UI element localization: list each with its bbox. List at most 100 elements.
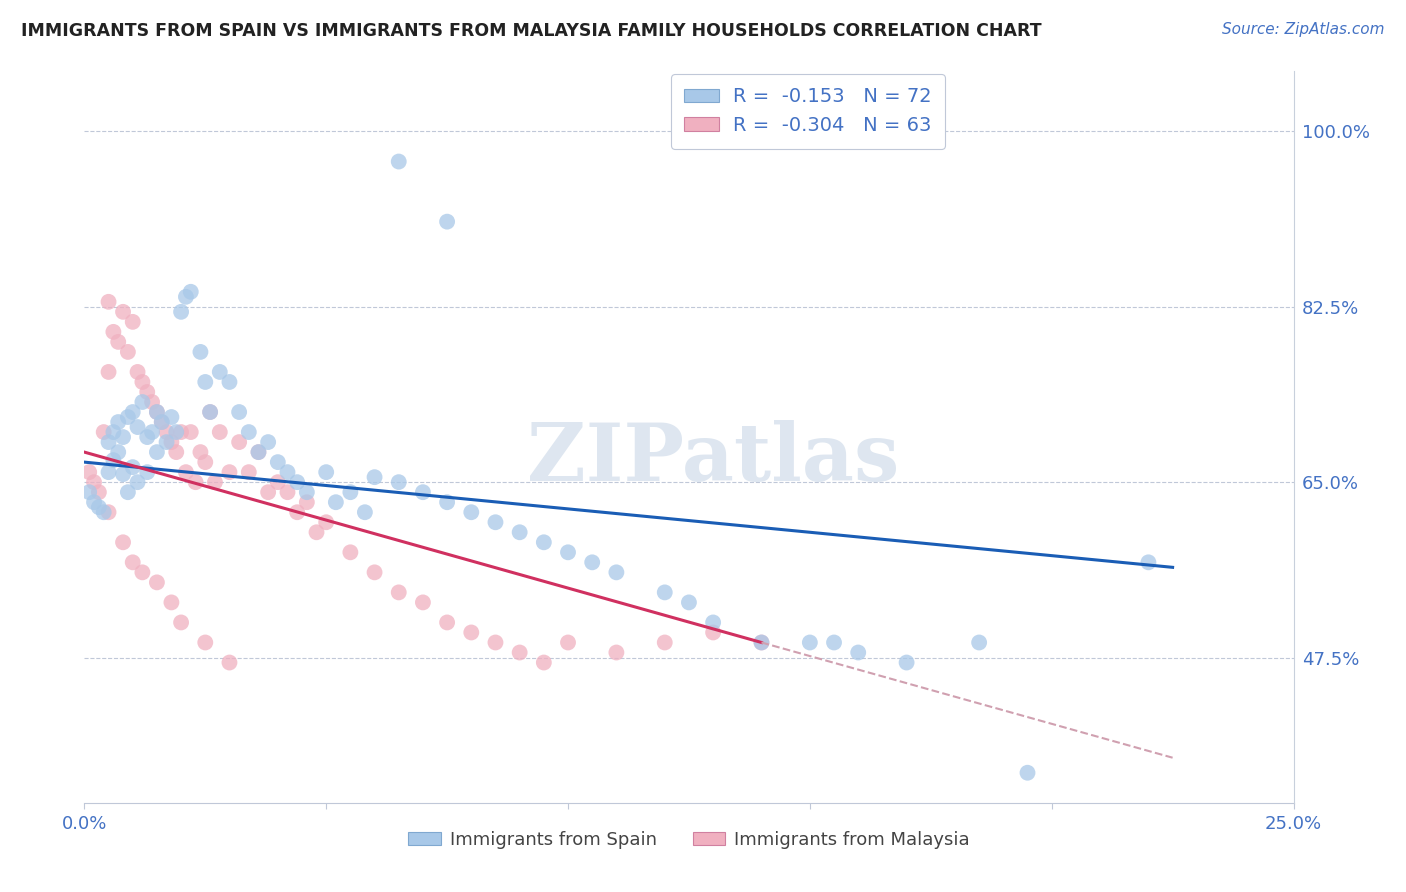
Point xyxy=(484,635,506,649)
Point xyxy=(388,475,411,490)
Point xyxy=(896,656,918,670)
Point xyxy=(87,500,110,515)
Point xyxy=(198,405,221,419)
Text: IMMIGRANTS FROM SPAIN VS IMMIGRANTS FROM MALAYSIA FAMILY HOUSEHOLDS CORRELATION : IMMIGRANTS FROM SPAIN VS IMMIGRANTS FROM… xyxy=(21,22,1042,40)
Point xyxy=(557,635,579,649)
Point xyxy=(83,495,105,509)
Point xyxy=(412,595,434,609)
Point xyxy=(605,566,627,580)
Point xyxy=(190,345,212,359)
Point xyxy=(276,465,298,479)
Point xyxy=(654,585,676,599)
Point xyxy=(121,460,143,475)
Point xyxy=(276,485,298,500)
Point xyxy=(208,365,231,379)
Point xyxy=(136,465,159,479)
Point xyxy=(103,325,125,339)
Point xyxy=(97,505,120,519)
Point xyxy=(141,425,163,439)
Point xyxy=(150,415,173,429)
Point xyxy=(295,495,318,509)
Point xyxy=(436,615,458,630)
Point xyxy=(165,425,187,439)
Point xyxy=(170,425,193,439)
Point xyxy=(107,415,129,429)
Point xyxy=(654,635,676,649)
Point xyxy=(228,435,250,450)
Point xyxy=(363,470,385,484)
Point xyxy=(412,485,434,500)
Point xyxy=(190,445,212,459)
Point xyxy=(247,445,270,459)
Point xyxy=(198,405,221,419)
Point xyxy=(146,405,169,419)
Point xyxy=(141,395,163,409)
Point xyxy=(112,467,135,482)
Point xyxy=(208,425,231,439)
Point xyxy=(180,285,202,299)
Point xyxy=(160,435,183,450)
Point xyxy=(127,475,149,490)
Point xyxy=(305,525,328,540)
Point xyxy=(509,525,531,540)
Point xyxy=(1137,555,1160,569)
Point xyxy=(325,495,347,509)
Text: Source: ZipAtlas.com: Source: ZipAtlas.com xyxy=(1222,22,1385,37)
Point xyxy=(155,435,177,450)
Point xyxy=(247,445,270,459)
Point xyxy=(354,505,377,519)
Point xyxy=(218,465,240,479)
Point xyxy=(799,635,821,649)
Point xyxy=(194,455,217,469)
Text: ZIPatlas: ZIPatlas xyxy=(527,420,900,498)
Point xyxy=(112,535,135,549)
Point xyxy=(267,475,290,490)
Point xyxy=(388,154,411,169)
Point xyxy=(170,305,193,319)
Point xyxy=(315,515,337,529)
Point xyxy=(218,656,240,670)
Point xyxy=(117,345,139,359)
Point xyxy=(388,585,411,599)
Point xyxy=(136,430,159,444)
Point xyxy=(436,214,458,228)
Point xyxy=(117,485,139,500)
Point xyxy=(751,635,773,649)
Point xyxy=(218,375,240,389)
Point xyxy=(170,615,193,630)
Point xyxy=(702,625,724,640)
Point xyxy=(823,635,845,649)
Point xyxy=(77,485,100,500)
Point xyxy=(155,425,177,439)
Point xyxy=(97,465,120,479)
Point xyxy=(285,505,308,519)
Point xyxy=(339,485,361,500)
Point xyxy=(363,566,385,580)
Point xyxy=(339,545,361,559)
Legend: Immigrants from Spain, Immigrants from Malaysia: Immigrants from Spain, Immigrants from M… xyxy=(401,823,977,856)
Point xyxy=(238,465,260,479)
Point xyxy=(194,635,217,649)
Point xyxy=(180,425,202,439)
Point xyxy=(127,420,149,434)
Point xyxy=(436,495,458,509)
Point xyxy=(77,465,100,479)
Point xyxy=(107,334,129,349)
Point xyxy=(93,505,115,519)
Point xyxy=(257,435,280,450)
Point xyxy=(460,625,482,640)
Point xyxy=(165,445,187,459)
Point xyxy=(146,445,169,459)
Point xyxy=(131,395,153,409)
Point xyxy=(605,646,627,660)
Point xyxy=(150,415,173,429)
Point xyxy=(103,425,125,439)
Point xyxy=(228,405,250,419)
Point xyxy=(267,455,290,469)
Point xyxy=(1017,765,1039,780)
Point xyxy=(702,615,724,630)
Point xyxy=(97,365,120,379)
Point xyxy=(87,485,110,500)
Point xyxy=(146,405,169,419)
Point xyxy=(174,465,197,479)
